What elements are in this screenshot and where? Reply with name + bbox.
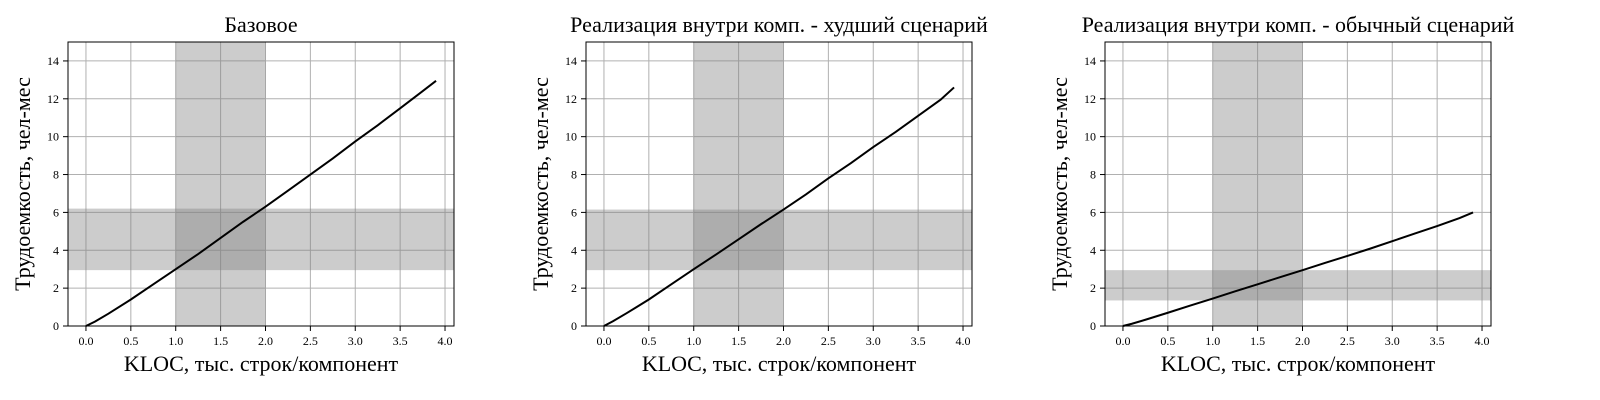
y-tick-label: 12 [1084,92,1096,106]
y-tick-label: 2 [571,281,577,295]
x-tick-label: 1.5 [731,334,746,348]
x-tick-label: 2.5 [303,334,318,348]
plot-frame [585,41,973,327]
chart-panel-1: 0.0 0.5 1.0 1.5 2.0 2.5 3.0 3.5 4.0 0 2 4 6 8 10 12 14 Ба… [10,12,455,376]
x-axis-label: KLOC, тыс. строк/компонент [1161,351,1436,376]
y-tick-label: 6 [1090,205,1096,219]
x-axis-label: KLOC, тыс. строк/компонент [642,351,917,376]
x-tick-label: 2.0 [1295,334,1310,348]
x-tick-label: 4.0 [1475,334,1490,348]
x-range-band [1212,42,1303,326]
x-tick-label: 1.5 [213,334,228,348]
x-tick-label: 0.0 [78,334,93,348]
x-tick-label: 0.0 [1115,334,1130,348]
y-range-band [1105,270,1491,301]
effort-curve [1122,211,1474,327]
y-axis-label: Трудоемкость, чел-мес [528,77,553,291]
y-range-band [586,209,972,271]
x-tick-label: 1.0 [168,334,183,348]
x-tick-label: 2.5 [821,334,836,348]
x-tick-label: 4.0 [438,334,453,348]
x-tick-label: 3.5 [1430,334,1445,348]
y-tick-label: 4 [571,243,577,257]
x-tick-label: 2.0 [776,334,791,348]
y-tick-label: 4 [1090,243,1096,257]
x-tick-label: 3.0 [866,334,881,348]
y-axis-label: Трудоемкость, чел-мес [10,77,35,291]
chart-panel-3: 0.0 0.5 1.0 1.5 2.0 2.5 3.0 3.5 4.0 0 2 4 6 8 10 12 14 Ре… [1047,12,1515,376]
chart-panel-2: 0.0 0.5 1.0 1.5 2.0 2.5 3.0 3.5 4.0 0 2 4 6 8 10 12 14 Ре… [528,12,988,376]
y-tick-label: 4 [53,243,59,257]
y-tick-label: 12 [565,92,577,106]
x-tick-label: 1.0 [1205,334,1220,348]
plot-frame [67,41,455,327]
y-tick-label: 8 [571,168,577,182]
y-tick-label: 8 [1090,168,1096,182]
x-tick-label: 2.0 [258,334,273,348]
chart-title: Реализация внутри комп. - худший сценари… [570,12,988,37]
x-tick-label: 1.0 [686,334,701,348]
x-range-band [175,42,266,326]
x-tick-label: 2.5 [1340,334,1355,348]
y-tick-label: 2 [53,281,59,295]
chart-title: Реализация внутри комп. - обычный сценар… [1082,12,1515,37]
y-tick-label: 2 [1090,281,1096,295]
x-tick-label: 1.5 [1250,334,1265,348]
x-axis-label: KLOC, тыс. строк/компонент [124,351,399,376]
y-tick-label: 14 [47,54,59,68]
y-tick-label: 0 [53,319,59,333]
x-tick-label: 4.0 [956,334,971,348]
y-tick-label: 0 [1090,319,1096,333]
y-tick-label: 14 [1084,54,1096,68]
x-tick-label: 0.5 [123,334,138,348]
x-tick-label: 3.5 [911,334,926,348]
plot-frame [1104,41,1492,327]
y-tick-label: 12 [47,92,59,106]
y-axis-label: Трудоемкость, чел-мес [1047,77,1072,291]
x-range-band [693,42,784,326]
effort-curve [603,86,955,327]
x-tick-label: 3.5 [393,334,408,348]
y-tick-label: 10 [47,130,59,144]
y-tick-label: 6 [571,205,577,219]
y-tick-label: 10 [1084,130,1096,144]
y-tick-label: 10 [565,130,577,144]
y-tick-label: 6 [53,205,59,219]
x-tick-label: 0.0 [596,334,611,348]
chart-title: Базовое [224,12,297,37]
y-range-band [68,208,454,271]
y-tick-label: 14 [565,54,577,68]
x-tick-label: 0.5 [1160,334,1175,348]
effort-curve [85,80,437,327]
x-tick-label: 0.5 [641,334,656,348]
y-tick-label: 8 [53,168,59,182]
y-tick-label: 0 [571,319,577,333]
x-tick-label: 3.0 [348,334,363,348]
x-tick-label: 3.0 [1385,334,1400,348]
